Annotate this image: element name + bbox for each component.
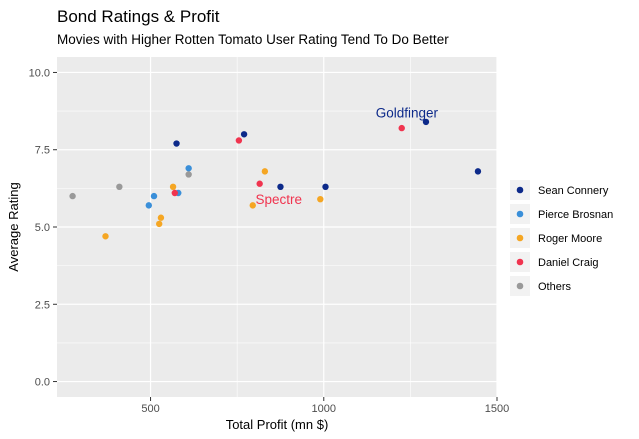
- legend-label: Sean Connery: [538, 185, 609, 197]
- legend-swatch: [516, 210, 524, 218]
- y-tick-label: 10.0: [29, 67, 50, 79]
- data-point: [277, 183, 284, 191]
- data-point: [171, 189, 178, 197]
- point-annotation: Spectre: [255, 192, 302, 207]
- legend-swatch: [516, 186, 524, 194]
- data-point: [185, 171, 192, 178]
- annotations: Goldfinger Spectre: [255, 106, 438, 208]
- data-point: [69, 192, 76, 200]
- legend-swatch: [516, 234, 524, 242]
- legend-swatch: [516, 282, 524, 290]
- y-tick-label: 7.5: [35, 145, 50, 157]
- legend-label: Others: [538, 281, 572, 293]
- data-point: [169, 183, 177, 191]
- data-point: [398, 124, 405, 132]
- legend-label: Daniel Craig: [538, 257, 599, 269]
- data-point: [102, 233, 109, 240]
- y-tick-label: 2.5: [35, 299, 50, 311]
- data-point: [116, 183, 123, 191]
- data-point: [322, 183, 329, 191]
- data-point: [317, 195, 324, 203]
- x-tick-label: 1000: [312, 403, 336, 415]
- legend-swatch: [516, 258, 524, 266]
- data-point: [145, 202, 153, 209]
- data-point: [261, 168, 269, 175]
- grid-major: [57, 57, 498, 397]
- data-point: [474, 168, 482, 175]
- data-point: [235, 137, 243, 144]
- chart-title: Bond Ratings & Profit: [57, 7, 220, 26]
- legend-label: Roger Moore: [538, 233, 602, 245]
- legend-label: Pierce Brosnan: [538, 209, 613, 221]
- y-tick-label: 0.0: [35, 377, 50, 389]
- data-point: [173, 140, 180, 147]
- legend: Sean Connery Pierce Brosnan Roger Moore Dan…: [510, 180, 613, 296]
- y-axis-ticks: 0.0 2.5 5.0 7.5 10.0: [29, 67, 57, 389]
- y-axis-title: Average Rating: [6, 182, 21, 271]
- data-point: [249, 202, 256, 209]
- x-tick-label: 1500: [485, 403, 509, 415]
- data-point: [185, 165, 192, 172]
- data-point: [150, 192, 158, 200]
- data-points: [69, 118, 482, 240]
- data-point: [157, 214, 165, 221]
- x-axis-title: Total Profit (mn $): [226, 417, 329, 432]
- data-point: [422, 118, 430, 126]
- point-annotation: Goldfinger: [376, 106, 439, 121]
- data-point: [240, 131, 248, 138]
- y-tick-label: 5.0: [35, 222, 50, 234]
- data-point: [256, 180, 263, 187]
- chart-subtitle: Movies with Higher Rotten Tomato User Ra…: [57, 32, 449, 47]
- data-point: [156, 220, 163, 228]
- x-axis-ticks: 500 1000 1500: [141, 397, 509, 415]
- x-tick-label: 500: [141, 403, 159, 415]
